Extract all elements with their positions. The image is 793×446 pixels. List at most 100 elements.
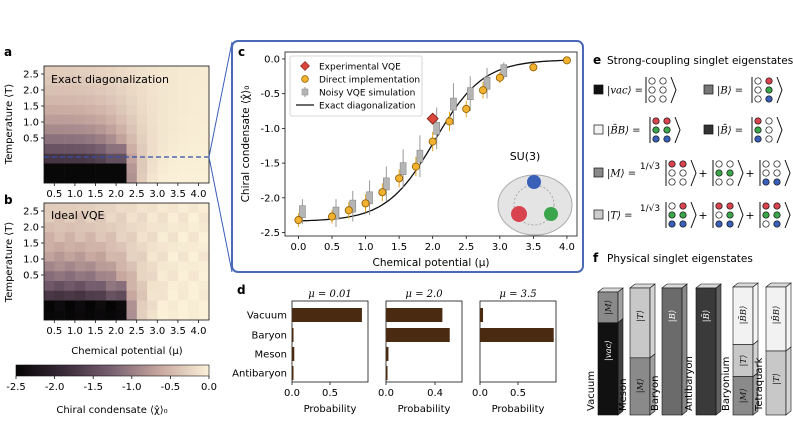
- heat-cell: [64, 85, 76, 96]
- direct-point: [428, 137, 437, 146]
- quark-site: [762, 178, 770, 186]
- bar: [480, 308, 484, 322]
- heat-cell: [74, 75, 86, 86]
- panel-d-letter: d: [237, 283, 246, 297]
- ket-vac: [645, 76, 677, 104]
- heat-cell: [54, 85, 65, 96]
- noisy-box: [483, 76, 491, 90]
- legend-entry: Noisy VQE simulation: [319, 89, 415, 99]
- y-axis-label: Chiral condensate ⟨χ̂⟩₀: [240, 86, 252, 203]
- heat-cell: [198, 222, 210, 233]
- heat-cell: [54, 310, 65, 321]
- heat-cell: [95, 75, 107, 86]
- heat-cell: [44, 290, 55, 301]
- heat-cell: [105, 310, 117, 321]
- x-tick-label: 0.5: [322, 388, 338, 399]
- bar: [386, 347, 389, 361]
- heat-cell: [157, 290, 169, 301]
- heat-cell: [64, 144, 76, 155]
- segment-label: |T⟩: [739, 355, 749, 367]
- heat-cell: [85, 95, 96, 106]
- heat-cell: [147, 232, 158, 243]
- state-swatch: [593, 167, 604, 178]
- heat-cell: [147, 95, 158, 106]
- heat-cell: [44, 271, 55, 282]
- x-tick-label: 4.0: [191, 189, 207, 200]
- heat-cell: [198, 251, 210, 262]
- heat-cell: [64, 212, 76, 223]
- quark-site: [773, 220, 781, 228]
- heat-cell: [105, 66, 117, 77]
- heat-cell: [136, 66, 148, 77]
- heatmap-b-ylabel: Temperature ⟨T⟩: [4, 222, 15, 304]
- heat-cell: [105, 212, 117, 223]
- heat-cell: [157, 85, 169, 96]
- heat-cell: [54, 124, 65, 135]
- heat-cell: [44, 310, 55, 321]
- heat-cell: [105, 163, 117, 174]
- quark-site: [715, 211, 723, 219]
- heat-cell: [147, 75, 158, 86]
- heat-cell: [105, 251, 117, 262]
- su3-diagram: SU(3): [497, 150, 573, 236]
- heat-cell: [157, 251, 169, 262]
- x-tick-label: 1.5: [88, 326, 104, 337]
- state-swatch: [593, 84, 604, 95]
- heat-cell: [44, 124, 55, 135]
- legend-diamond: [300, 61, 310, 71]
- heat-cell: [64, 173, 76, 184]
- experimental-point: [426, 112, 439, 125]
- heat-cell: [54, 114, 65, 125]
- heat-cell: [198, 242, 210, 253]
- ket-angle: [674, 116, 681, 144]
- heat-cell: [85, 114, 96, 125]
- heat-cell: [198, 310, 210, 321]
- heat-cell: [188, 134, 199, 145]
- heat-cell: [178, 310, 189, 321]
- legend: Experimental VQE Direct implementation Noi…: [289, 55, 423, 117]
- quark-site: [679, 211, 687, 219]
- tower-side: [715, 283, 722, 416]
- quark-site: [668, 211, 676, 219]
- bar-charts: Vacuum Baryon Meson Antibaryon μ = 0.01 0.0 0.…: [232, 289, 557, 415]
- heat-cell: [178, 105, 189, 116]
- y-tick-label: 1.0: [23, 255, 39, 266]
- heat-cell: [188, 114, 199, 125]
- ket-baryon-antibaryon: [649, 116, 681, 144]
- heat-cell: [85, 310, 96, 321]
- heat-cell: [95, 105, 107, 116]
- heat-cell: [54, 163, 65, 174]
- heat-cell: [167, 75, 179, 86]
- heat-cell: [178, 114, 189, 125]
- heat-cell: [167, 203, 179, 214]
- heat-cell: [126, 85, 138, 96]
- tower-name: Vacuum: [586, 371, 597, 411]
- heat-cell: [116, 212, 127, 223]
- noisy-box: [450, 97, 457, 111]
- noisy-box: [416, 149, 424, 163]
- heat-cell: [105, 203, 117, 214]
- quark-site: [648, 86, 656, 94]
- heatmap-b-y-ticks: 2.5 2.0 1.5 1.0 0.5: [23, 207, 44, 282]
- x-tick-label: 2.0: [108, 189, 124, 200]
- x-tick-label: 2.0: [108, 326, 124, 337]
- heat-cell: [64, 124, 76, 135]
- heat-cell: [95, 212, 107, 223]
- heat-cell: [147, 85, 158, 96]
- legend-box: [289, 55, 423, 117]
- heat-cell: [178, 212, 189, 223]
- ket-baryon: [751, 76, 783, 104]
- x-tick-label: 3.5: [170, 189, 186, 200]
- quark-site: [754, 77, 762, 85]
- heat-cell: [147, 290, 158, 301]
- heat-cell: [198, 114, 210, 125]
- heat-cell: [95, 281, 107, 292]
- heat-cell: [74, 232, 86, 243]
- quark-site: [754, 95, 762, 103]
- tower-side: [649, 353, 656, 416]
- heat-cell: [167, 261, 179, 272]
- heat-cell: [95, 144, 107, 155]
- eigenstates: |vac⟩ = |B⟩ = |B̄B⟩ = |B̄⟩ = |M⟩ = 1/√3 |T⟩ = 1…: [593, 76, 791, 229]
- panel-f-letter: f: [593, 251, 599, 265]
- state-symbol: |vac⟩ =: [607, 86, 643, 97]
